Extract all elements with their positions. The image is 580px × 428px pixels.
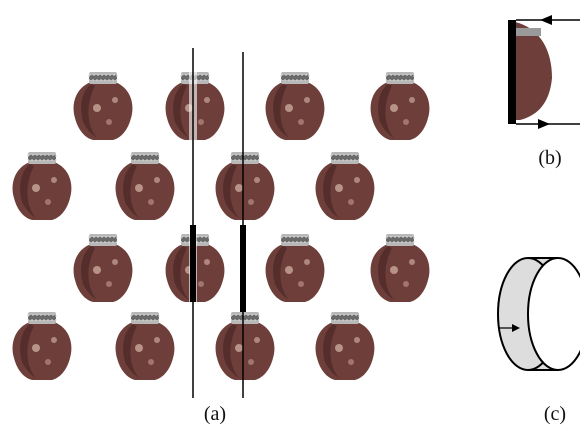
- label-b: (b): [538, 147, 561, 169]
- vase: [265, 233, 325, 303]
- label-a: (a): [204, 403, 226, 425]
- vase: [73, 71, 133, 141]
- cut-lines: [189, 48, 246, 398]
- vase: [370, 233, 430, 303]
- label-c: (c): [544, 403, 566, 425]
- vase: [12, 151, 72, 221]
- vase: [115, 311, 175, 381]
- vase: [12, 311, 72, 381]
- vase: [315, 151, 375, 221]
- vase: [215, 311, 275, 381]
- vase: [73, 233, 133, 303]
- vase: [265, 71, 325, 141]
- vase: [315, 311, 375, 381]
- vase-grid: [12, 71, 430, 381]
- vase: [370, 71, 430, 141]
- vase: [215, 151, 275, 221]
- panel-b: [508, 15, 580, 129]
- panel-c: [497, 257, 580, 371]
- vase: [115, 151, 175, 221]
